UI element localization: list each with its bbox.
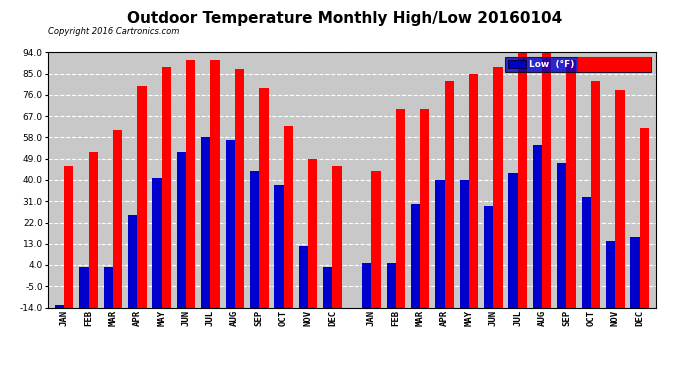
Bar [566, 60, 575, 308]
Bar [299, 246, 308, 308]
Bar [323, 267, 333, 308]
Bar [444, 81, 454, 308]
Bar [493, 67, 502, 308]
Bar [606, 242, 615, 308]
Bar [186, 60, 195, 308]
Text: Outdoor Temperature Monthly High/Low 20160104: Outdoor Temperature Monthly High/Low 201… [128, 11, 562, 26]
Bar [558, 164, 566, 308]
Bar [362, 262, 371, 308]
Bar [113, 130, 122, 308]
Bar [226, 140, 235, 308]
Bar [484, 206, 493, 308]
Bar [411, 204, 420, 308]
Bar [64, 166, 73, 308]
Bar [201, 138, 210, 308]
Bar [104, 267, 113, 308]
Bar [210, 60, 219, 308]
Bar [177, 152, 186, 308]
Bar [460, 180, 469, 308]
Bar [371, 171, 381, 308]
Bar [518, 53, 527, 308]
Bar [235, 69, 244, 308]
Legend: Low  (°F), High  (°F): Low (°F), High (°F) [505, 57, 651, 72]
Bar [152, 178, 161, 308]
Bar [250, 171, 259, 308]
Bar [79, 267, 88, 308]
Bar [275, 185, 284, 308]
Bar [161, 67, 171, 308]
Bar [591, 81, 600, 308]
Bar [533, 145, 542, 308]
Bar [435, 180, 444, 308]
Bar [582, 196, 591, 308]
Bar [137, 86, 146, 308]
Bar [386, 262, 396, 308]
Bar [396, 109, 405, 307]
Bar [259, 88, 268, 308]
Bar [469, 74, 478, 308]
Bar [88, 152, 98, 308]
Bar [284, 126, 293, 308]
Bar [640, 128, 649, 308]
Bar [55, 305, 64, 308]
Bar [542, 53, 551, 308]
Bar [615, 90, 624, 308]
Text: Copyright 2016 Cartronics.com: Copyright 2016 Cartronics.com [48, 27, 179, 36]
Bar [420, 109, 429, 307]
Bar [308, 159, 317, 308]
Bar [509, 173, 518, 308]
Bar [128, 215, 137, 308]
Bar [333, 166, 342, 308]
Bar [631, 237, 640, 308]
